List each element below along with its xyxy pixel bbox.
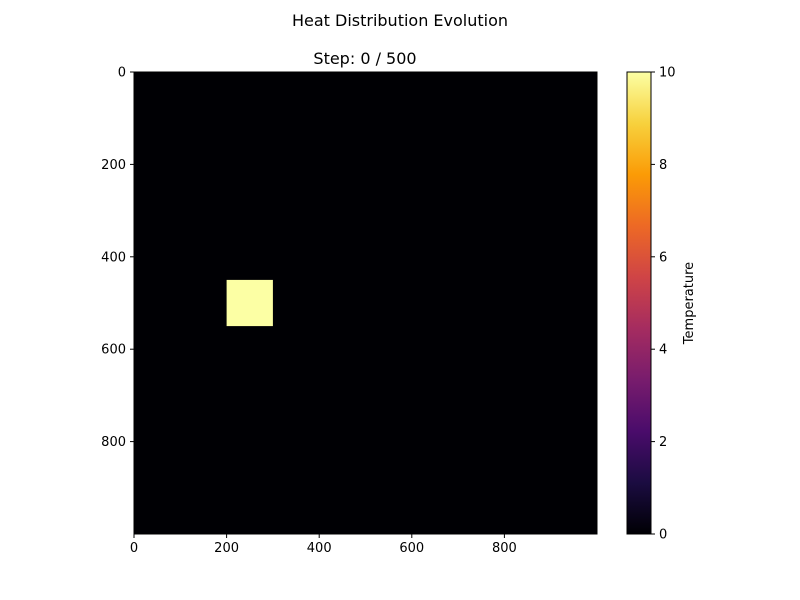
x-tick-label: 200 (214, 541, 239, 556)
colorbar-label: Temperature (682, 262, 697, 345)
figure-title: Heat Distribution Evolution (292, 11, 508, 30)
y-tick-label: 0 (118, 66, 126, 81)
colorbar-tick-label: 2 (659, 435, 667, 450)
heat-region-0 (226, 279, 273, 327)
plot-area (133, 71, 598, 535)
colorbar-frame (626, 71, 652, 535)
colorbar-gradient (627, 72, 651, 534)
x-tick-label: 400 (307, 541, 332, 556)
y-tick-label: 200 (101, 158, 126, 173)
colorbar-tick-label: 0 (659, 528, 667, 543)
colorbar-tick-label: 8 (659, 158, 667, 173)
y-tick-label: 800 (101, 435, 126, 450)
colorbar: 0 2 4 6 8 10 Temperature (626, 66, 697, 543)
x-tick-label: 800 (492, 541, 517, 556)
plot-frame (133, 71, 598, 535)
x-axis: 0 200 400 600 800 (130, 534, 517, 556)
y-tick-label: 600 (101, 343, 126, 358)
colorbar-tick-label: 4 (659, 343, 667, 358)
y-axis: 0 200 400 600 800 (101, 66, 134, 450)
colorbar-tick-label: 6 (659, 250, 667, 265)
chart-title: Step: 0 / 500 (313, 49, 416, 68)
heatmap-background (134, 72, 597, 534)
heatmap-hot-regions (226, 279, 273, 327)
colorbar-tick-label: 10 (659, 66, 676, 81)
x-tick-label: 0 (130, 541, 138, 556)
y-tick-label: 400 (101, 250, 126, 265)
x-tick-label: 600 (399, 541, 424, 556)
colorbar-ticks: 0 2 4 6 8 10 (651, 66, 676, 543)
